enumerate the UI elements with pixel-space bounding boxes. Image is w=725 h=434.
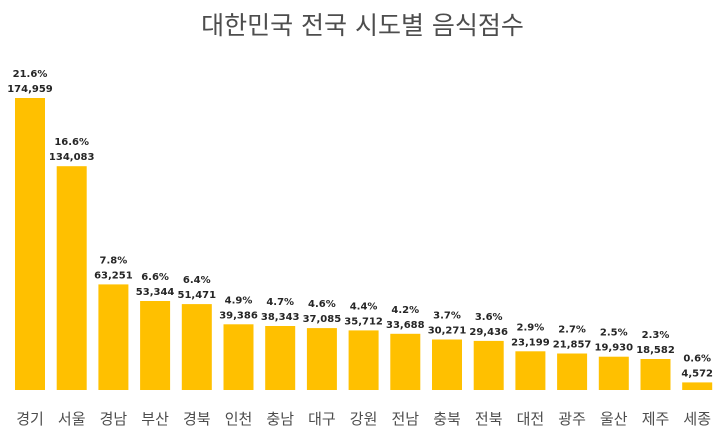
percent-label: 16.6% bbox=[54, 137, 89, 148]
value-label: 19,930 bbox=[595, 343, 634, 354]
category-label: 경기 bbox=[16, 410, 44, 428]
category-label: 대전 bbox=[517, 410, 545, 428]
category-label: 경북 bbox=[183, 410, 211, 428]
category-label: 광주 bbox=[558, 410, 586, 428]
bar-경기 bbox=[15, 98, 45, 390]
value-label: 23,199 bbox=[511, 337, 550, 348]
bar-서울 bbox=[56, 166, 87, 390]
bar-울산 bbox=[598, 356, 629, 390]
category-label: 세종 bbox=[683, 410, 711, 428]
bar-전남 bbox=[390, 333, 421, 390]
value-label: 51,471 bbox=[178, 290, 217, 301]
bar-대전 bbox=[515, 351, 546, 390]
bar-부산 bbox=[140, 301, 171, 390]
category-label: 제주 bbox=[642, 410, 670, 428]
value-label: 30,271 bbox=[428, 326, 467, 337]
category-label: 서울 bbox=[58, 410, 86, 428]
value-label: 29,436 bbox=[469, 327, 508, 338]
category-label: 전북 bbox=[475, 410, 503, 428]
percent-label: 4.2% bbox=[391, 305, 419, 316]
value-label: 134,083 bbox=[49, 152, 95, 163]
category-label: 울산 bbox=[600, 410, 628, 428]
bar-광주 bbox=[557, 353, 588, 390]
value-label: 39,386 bbox=[219, 310, 258, 321]
percent-label: 2.3% bbox=[642, 330, 670, 341]
value-label: 21,857 bbox=[553, 340, 592, 351]
value-label: 63,251 bbox=[94, 270, 133, 281]
bar-경남 bbox=[98, 284, 129, 390]
value-label: 37,085 bbox=[303, 314, 342, 325]
category-label: 강원 bbox=[350, 410, 378, 428]
percent-label: 2.7% bbox=[558, 325, 586, 336]
chart-title: 대한민국 전국 시도별 음식점수 bbox=[201, 11, 524, 40]
category-label: 충남 bbox=[266, 410, 294, 428]
bar-세종 bbox=[682, 382, 713, 390]
percent-label: 7.8% bbox=[100, 255, 128, 266]
percent-label: 3.7% bbox=[433, 311, 461, 322]
value-label: 38,343 bbox=[261, 312, 300, 323]
percent-label: 4.9% bbox=[225, 295, 253, 306]
labels-layer: 21.6% 174,959 16.6% 134,083 7.8% 63,251 6.6% 53… bbox=[7, 69, 713, 379]
category-label: 부산 bbox=[141, 410, 169, 428]
bars-layer bbox=[15, 98, 713, 390]
bar-충북 bbox=[432, 339, 462, 390]
percent-label: 3.6% bbox=[475, 312, 503, 323]
bar-충남 bbox=[265, 326, 296, 390]
percent-label: 6.4% bbox=[183, 275, 211, 286]
bar-경북 bbox=[181, 304, 212, 390]
bar-전북 bbox=[473, 340, 504, 390]
percent-label: 0.6% bbox=[683, 353, 711, 364]
bar-강원 bbox=[348, 330, 379, 390]
percent-label: 4.7% bbox=[266, 297, 294, 308]
category-labels-layer: 경기 서울 경남 부산 경북 인천 충남 대구 강원 전남 충북 전북 대전 광주 울산 제주 세종 bbox=[16, 410, 711, 428]
bar-제주 bbox=[640, 359, 671, 390]
value-label: 18,582 bbox=[636, 345, 675, 356]
category-label: 전남 bbox=[391, 410, 419, 428]
category-label: 경남 bbox=[100, 410, 128, 428]
bar-인천 bbox=[223, 324, 254, 390]
percent-label: 4.4% bbox=[350, 301, 378, 312]
value-label: 33,688 bbox=[386, 320, 425, 331]
category-label: 인천 bbox=[225, 410, 253, 428]
value-label: 174,959 bbox=[7, 84, 53, 95]
percent-label: 6.6% bbox=[141, 272, 169, 283]
value-label: 53,344 bbox=[136, 287, 175, 298]
percent-label: 2.9% bbox=[517, 322, 545, 333]
value-label: 35,712 bbox=[344, 316, 383, 327]
value-label: 4,572 bbox=[681, 368, 713, 379]
percent-label: 2.5% bbox=[600, 328, 628, 339]
percent-label: 4.6% bbox=[308, 299, 336, 310]
category-label: 대구 bbox=[308, 410, 336, 428]
bar-대구 bbox=[306, 328, 337, 390]
percent-label: 21.6% bbox=[13, 69, 48, 80]
category-label: 충북 bbox=[433, 410, 461, 428]
